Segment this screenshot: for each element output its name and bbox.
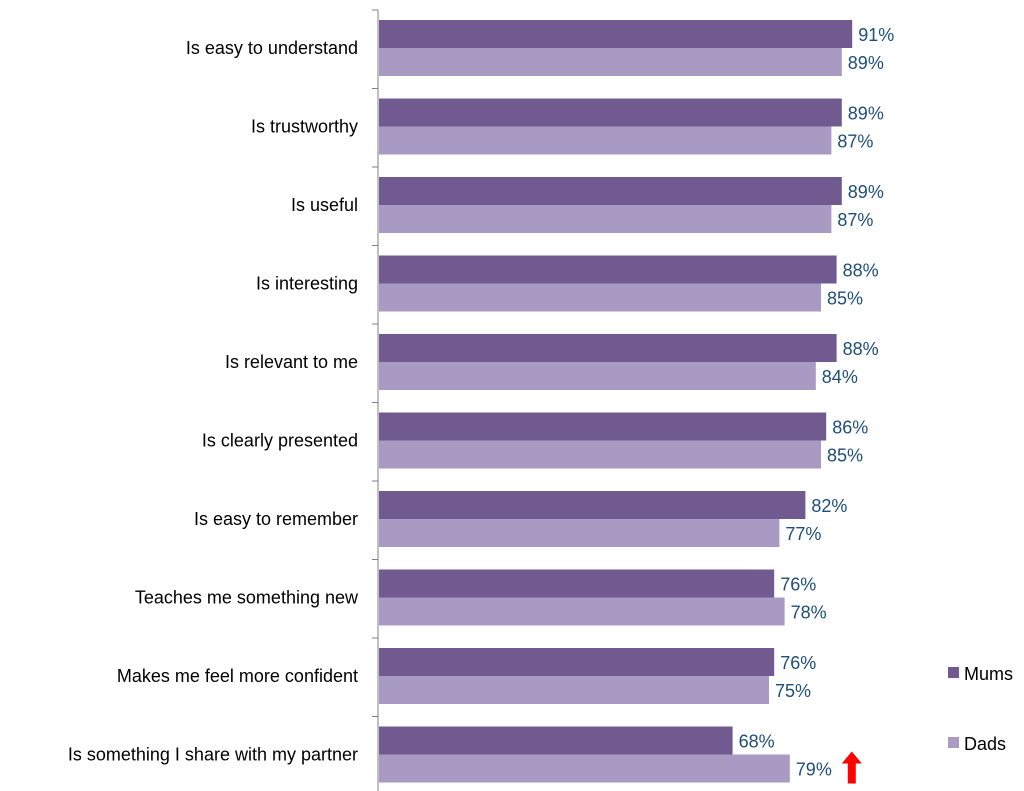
bars <box>379 20 853 783</box>
bar-mums-is-easy-to-understand <box>379 20 853 48</box>
bar-dads-is-trustworthy <box>379 126 832 155</box>
bar-dads-is-relevant-to-me <box>379 362 816 390</box>
value-label-dads-is-interesting: 85% <box>827 289 863 309</box>
bar-mums-is-useful <box>379 177 842 205</box>
legend-label-mums: Mums <box>964 664 1013 684</box>
value-label-dads-makes-me-feel-more-confident: 75% <box>775 681 811 701</box>
value-label-dads-is-something-i-share-with-my-partner: 79% <box>796 760 832 780</box>
value-label-dads-is-relevant-to-me: 84% <box>822 367 858 387</box>
value-label-mums-is-useful: 89% <box>848 182 884 202</box>
bar-mums-is-something-i-share-with-my-partner <box>379 726 733 755</box>
value-label-mums-is-easy-to-remember: 82% <box>811 496 847 516</box>
bar-dads-teaches-me-something-new <box>379 597 785 626</box>
y-axis <box>372 9 379 791</box>
category-label-is-clearly-presented: Is clearly presented <box>202 431 358 451</box>
value-label-mums-is-easy-to-understand: 91% <box>858 25 894 45</box>
bar-mums-is-trustworthy <box>379 98 842 127</box>
value-label-mums-makes-me-feel-more-confident: 76% <box>780 653 816 673</box>
bar-mums-is-easy-to-remember <box>379 491 806 519</box>
legend-swatch-dads <box>948 737 959 748</box>
bar-dads-makes-me-feel-more-confident <box>379 676 769 704</box>
bar-dads-is-useful <box>379 205 832 233</box>
bar-dads-is-easy-to-remember <box>379 519 780 547</box>
value-labels: 91% 89% 89% 87% 89% 87% 88% 85% 88% 84% 86% 85% 82% 7… <box>739 25 895 780</box>
bar-mums-is-relevant-to-me <box>379 334 837 362</box>
bar-dads-is-something-i-share-with-my-partner <box>379 754 790 783</box>
bar-dads-is-easy-to-understand <box>379 48 842 76</box>
value-label-mums-teaches-me-something-new: 76% <box>780 575 816 595</box>
value-label-dads-is-trustworthy: 87% <box>837 132 873 152</box>
bar-mums-is-interesting <box>379 255 837 284</box>
value-label-dads-is-easy-to-understand: 89% <box>848 53 884 73</box>
category-label-is-relevant-to-me: Is relevant to me <box>225 352 358 372</box>
category-label-is-useful: Is useful <box>291 195 358 215</box>
category-labels: Is easy to understand Is trustworthy Is us… <box>68 38 359 765</box>
value-label-mums-is-relevant-to-me: 88% <box>843 339 879 359</box>
legend-swatch-mums <box>948 667 959 678</box>
category-label-is-interesting: Is interesting <box>256 274 358 294</box>
bar-dads-is-clearly-presented <box>379 440 821 469</box>
annotations <box>841 751 862 784</box>
category-label-is-easy-to-understand: Is easy to understand <box>186 38 358 58</box>
value-label-dads-is-easy-to-remember: 77% <box>785 524 821 544</box>
bar-dads-is-interesting <box>379 283 821 312</box>
category-label-is-trustworthy: Is trustworthy <box>251 117 358 137</box>
value-label-mums-is-something-i-share-with-my-partner: 68% <box>739 732 775 752</box>
legend-label-dads: Dads <box>964 734 1006 754</box>
legend: Mums Dads <box>948 664 1013 754</box>
up-arrow-icon <box>841 751 862 784</box>
value-label-dads-teaches-me-something-new: 78% <box>791 603 827 623</box>
bar-mums-makes-me-feel-more-confident <box>379 648 775 676</box>
category-label-makes-me-feel-more-confident: Makes me feel more confident <box>117 666 358 686</box>
value-label-mums-is-trustworthy: 89% <box>848 104 884 124</box>
category-label-teaches-me-something-new: Teaches me something new <box>135 588 359 608</box>
category-label-is-easy-to-remember: Is easy to remember <box>194 509 358 529</box>
value-label-mums-is-clearly-presented: 86% <box>832 418 868 438</box>
bar-mums-teaches-me-something-new <box>379 569 775 598</box>
category-label-is-something-i-share-with-my-partner: Is something I share with my partner <box>68 745 358 765</box>
value-label-mums-is-interesting: 88% <box>843 261 879 281</box>
value-label-dads-is-clearly-presented: 85% <box>827 446 863 466</box>
value-label-dads-is-useful: 87% <box>837 210 873 230</box>
bar-mums-is-clearly-presented <box>379 412 827 441</box>
